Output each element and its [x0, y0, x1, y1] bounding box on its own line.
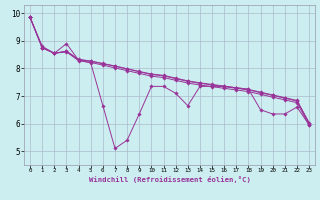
X-axis label: Windchill (Refroidissement éolien,°C): Windchill (Refroidissement éolien,°C): [89, 176, 251, 183]
